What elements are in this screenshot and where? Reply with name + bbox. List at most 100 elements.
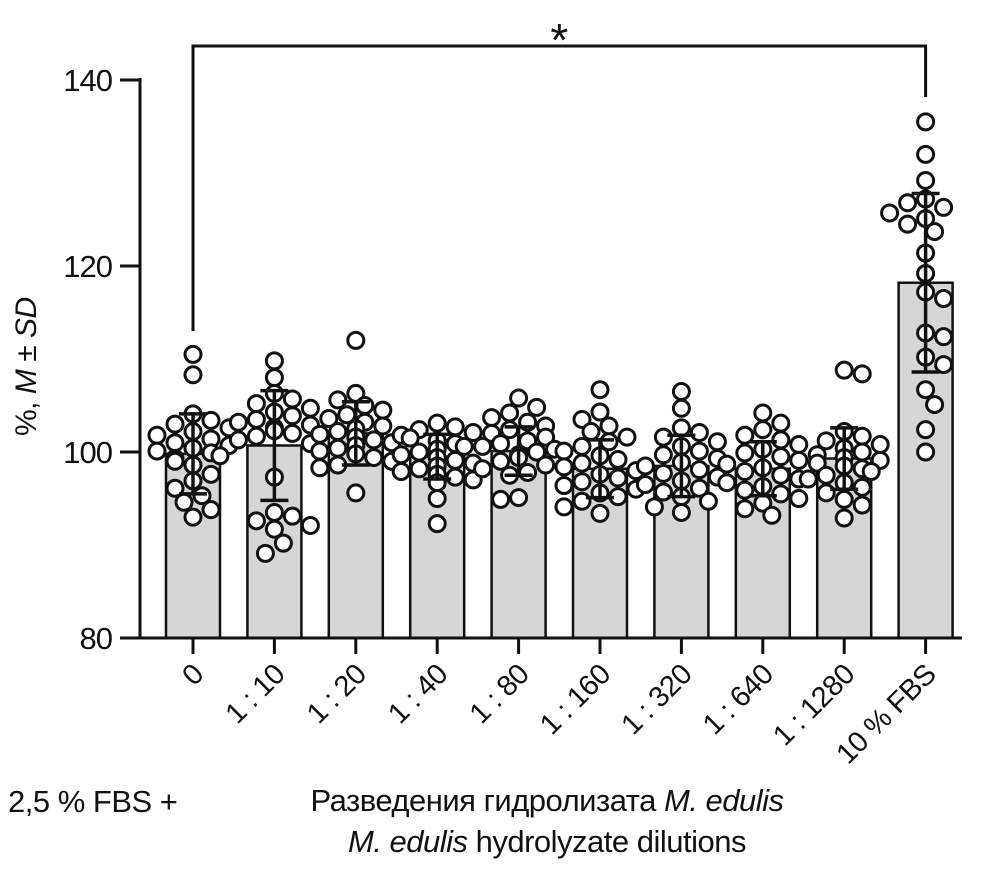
data-point: [916, 420, 936, 440]
data-point: [246, 409, 266, 429]
data-point: [536, 427, 556, 447]
data-point: [192, 486, 212, 506]
data-point: [608, 468, 628, 488]
data-point: [916, 442, 936, 462]
data-point: [391, 445, 411, 465]
data-point: [246, 511, 266, 531]
data-point: [554, 475, 574, 495]
data-point: [518, 462, 538, 482]
x-tick-label: 1 : 10: [220, 658, 292, 730]
data-point: [653, 463, 673, 483]
y-axis-label-m: M: [10, 369, 43, 395]
data-point: [228, 430, 248, 450]
data-point: [210, 446, 230, 466]
data-point: [554, 457, 574, 477]
y-axis-label-text: %,: [10, 394, 43, 436]
data-point: [852, 364, 872, 384]
data-point: [500, 403, 520, 423]
data-point: [328, 390, 348, 410]
data-point: [273, 533, 293, 553]
baseline-condition-label: 2,5 % FBS +: [8, 784, 178, 819]
data-point: [671, 502, 691, 522]
data-point: [445, 467, 465, 487]
data-point: [473, 436, 493, 456]
data-point: [310, 458, 330, 478]
data-point: [925, 222, 945, 242]
data-point: [816, 431, 836, 451]
data-point: [789, 435, 809, 455]
data-point: [391, 462, 411, 482]
x-axis-title-en-italic: M. edulis: [347, 824, 468, 859]
data-point: [364, 430, 384, 450]
data-point: [934, 355, 954, 375]
data-point: [789, 450, 809, 470]
significance-label: *: [550, 14, 568, 66]
x-axis-title-ru: Разведения гидролизата M. edulis: [282, 780, 812, 821]
data-point: [590, 380, 610, 400]
data-point: [282, 423, 302, 443]
data-point: [852, 426, 872, 446]
data-point: [174, 492, 194, 512]
data-point: [228, 412, 248, 432]
data-point: [346, 483, 366, 503]
x-tick-label: 1 : 40: [382, 658, 454, 730]
data-point: [735, 443, 755, 463]
data-point: [201, 464, 221, 484]
data-point: [147, 441, 167, 461]
data-point: [282, 506, 302, 526]
data-point: [717, 473, 737, 493]
data-point: [554, 441, 574, 461]
data-point: [310, 424, 330, 444]
data-point: [264, 502, 284, 522]
data-point: [491, 489, 511, 509]
y-axis-label-pm: ±: [10, 338, 43, 370]
data-point: [671, 382, 691, 402]
data-point: [328, 438, 348, 458]
data-point: [246, 426, 266, 446]
data-point: [445, 450, 465, 470]
data-point: [328, 422, 348, 442]
y-tick-label: 80: [80, 621, 113, 656]
data-point: [409, 442, 429, 462]
data-point: [753, 403, 773, 423]
data-point: [916, 144, 936, 164]
data-point: [590, 402, 610, 422]
data-point: [735, 425, 755, 445]
data-point: [509, 488, 529, 508]
bar-3: [408, 455, 466, 640]
data-point: [527, 442, 547, 462]
data-point: [689, 441, 709, 461]
data-point: [165, 451, 185, 471]
data-point: [264, 519, 284, 539]
data-point: [834, 508, 854, 528]
data-point: [852, 442, 872, 462]
x-tick-label: 1 : 20: [301, 658, 373, 730]
data-point: [264, 368, 284, 388]
y-tick-label: 140: [63, 63, 112, 98]
data-point: [852, 477, 872, 497]
data-point: [527, 397, 547, 417]
x-axis-title-ru-text: Разведения гидролизата: [310, 783, 664, 818]
data-point: [635, 456, 655, 476]
data-point: [300, 515, 320, 535]
data-point: [482, 408, 502, 428]
data-point: [364, 448, 384, 468]
y-tick-label: 100: [63, 435, 112, 470]
data-point: [816, 483, 836, 503]
data-point: [165, 414, 185, 434]
data-point: [762, 505, 782, 525]
data-point: [463, 422, 483, 442]
data-point: [934, 197, 954, 217]
data-point: [319, 409, 339, 429]
data-point: [183, 507, 203, 527]
data-point: [491, 434, 511, 454]
data-point: [400, 428, 420, 448]
data-point: [255, 543, 275, 563]
data-point: [898, 214, 918, 234]
data-point: [753, 420, 773, 440]
data-point: [807, 453, 827, 473]
y-axis-label-sd: SD: [10, 297, 43, 338]
data-point: [653, 445, 673, 465]
